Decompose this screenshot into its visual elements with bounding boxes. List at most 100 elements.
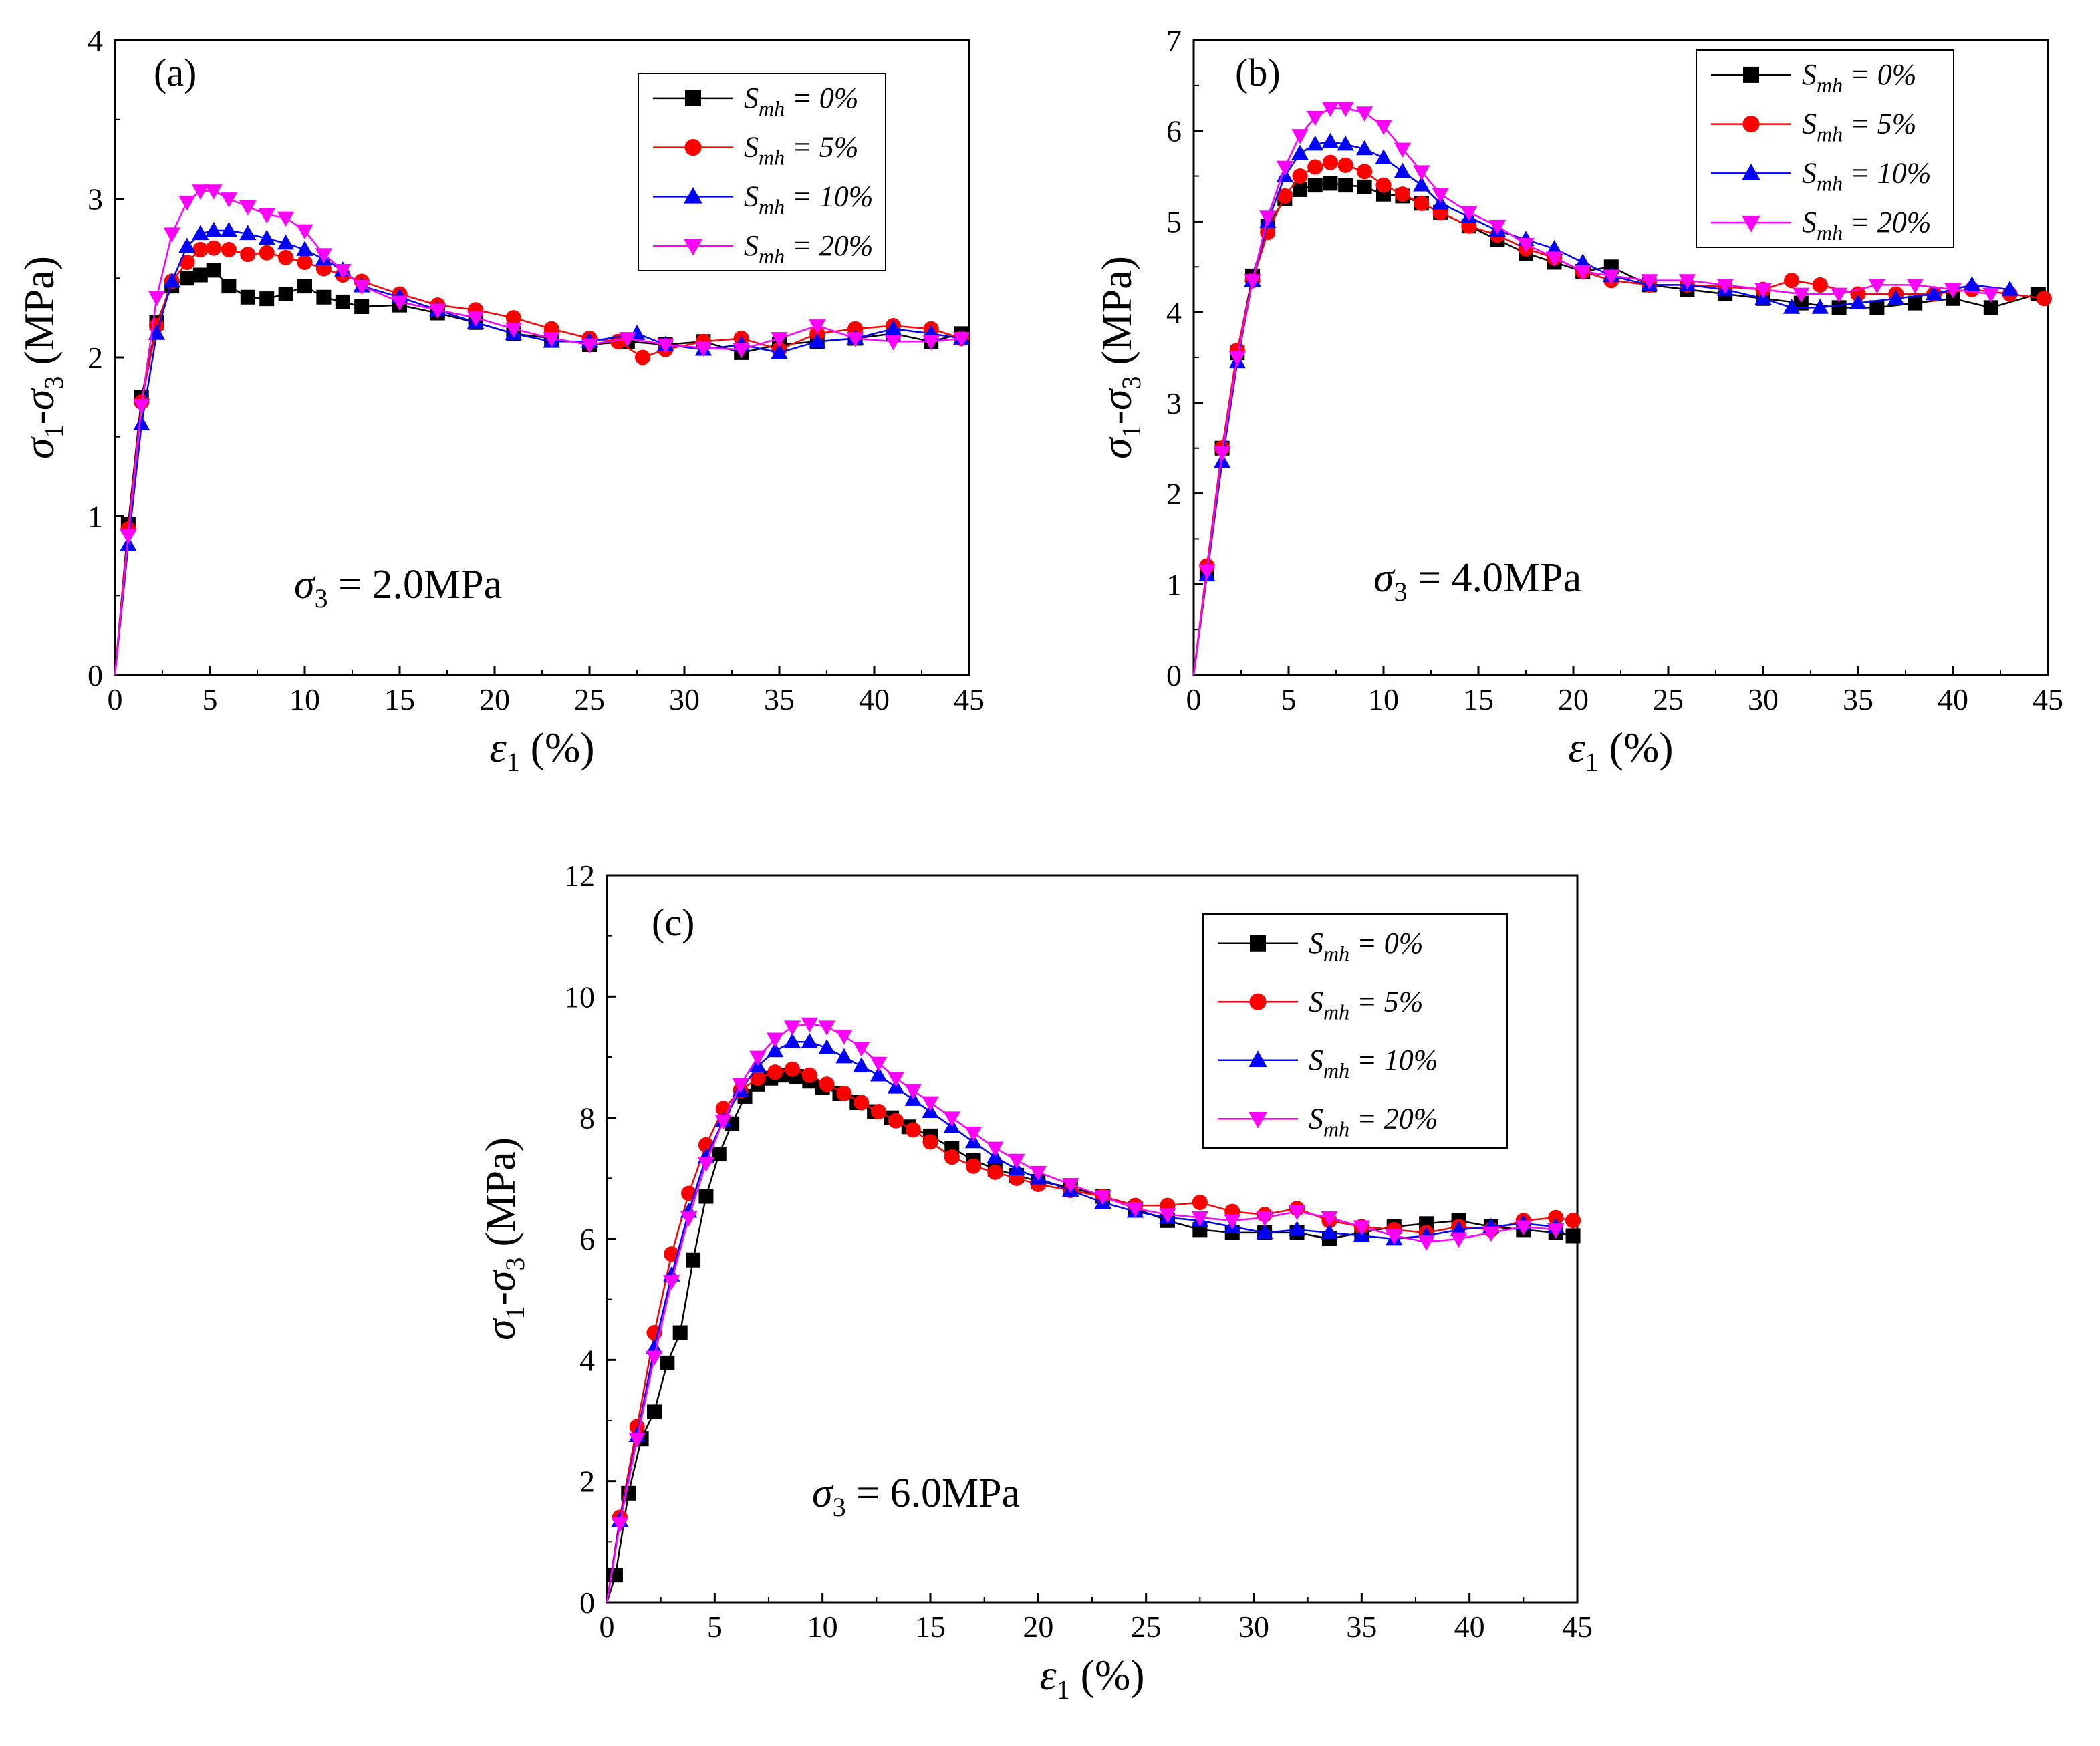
data-point — [1277, 188, 1293, 204]
x-tick-label: 5 — [1281, 682, 1297, 716]
data-point — [1830, 287, 1848, 303]
data-point — [353, 279, 370, 295]
data-point — [1323, 176, 1338, 191]
data-point — [801, 1067, 817, 1083]
data-point — [163, 227, 180, 243]
x-axis-title-symbol: ε — [489, 724, 507, 771]
x-tick-label: 45 — [2032, 682, 2063, 716]
data-point — [1545, 239, 1563, 255]
y-axis-title-subscript: 3 — [1116, 376, 1146, 390]
y-tick-label: 8 — [579, 1101, 595, 1135]
x-tick-label: 0 — [108, 682, 123, 716]
data-point — [1357, 164, 1373, 180]
annotation-value: = 2.0MPa — [328, 562, 503, 607]
data-point — [1353, 1220, 1370, 1236]
data-point — [1983, 300, 1998, 315]
data-point — [179, 271, 194, 286]
data-point — [505, 310, 521, 326]
annotation-subscript: 3 — [1394, 577, 1408, 607]
data-point — [206, 263, 221, 278]
legend-label-subscript: mh — [759, 244, 785, 268]
legend-label-value: = 10% — [785, 180, 873, 212]
y-tick-label: 5 — [1166, 204, 1182, 239]
panel-label: (b) — [1235, 51, 1281, 94]
data-point — [854, 1095, 870, 1111]
data-point — [1944, 283, 1962, 299]
data-point — [192, 184, 209, 200]
data-point — [884, 335, 902, 351]
data-point — [1413, 165, 1430, 180]
data-point — [888, 1113, 904, 1129]
legend-label: Smh = 5% — [744, 131, 858, 170]
legend-label-subscript: mh — [1817, 221, 1843, 245]
data-point — [1811, 299, 1829, 314]
x-tick-label: 30 — [1238, 1610, 1269, 1644]
x-axis-title-subscript: 1 — [1585, 747, 1599, 777]
panel-label: (c) — [652, 901, 694, 944]
data-point — [922, 335, 940, 351]
y-axis-title-unit: (MPa) — [1093, 256, 1140, 376]
x-tick-label: 35 — [1346, 1610, 1377, 1644]
y-axis-title-symbol: σ — [1093, 388, 1140, 410]
series-smh-20- — [114, 184, 970, 676]
legend-label-var: S — [1802, 156, 1817, 189]
legend-label-subscript: mh — [1323, 941, 1349, 966]
legend-marker — [685, 90, 701, 106]
y-tick-label: 4 — [88, 23, 103, 57]
legend-marker — [1249, 1050, 1267, 1067]
legend-label: Smh = 10% — [1309, 1044, 1438, 1082]
data-point — [987, 1164, 1003, 1180]
x-axis-title-unit: (%) — [520, 724, 595, 771]
x-axis-title: ε1 (%) — [489, 724, 594, 777]
legend-marker — [1249, 1112, 1267, 1129]
data-point — [1716, 279, 1734, 294]
legend-label-value: = 20% — [1843, 206, 1931, 239]
data-point — [1394, 162, 1412, 178]
data-point — [206, 240, 222, 256]
data-point — [297, 279, 312, 294]
y-tick-label: 0 — [579, 1586, 595, 1620]
data-point — [1288, 1205, 1306, 1221]
legend-label: Smh = 0% — [1309, 927, 1423, 966]
y-tick-label: 6 — [579, 1222, 595, 1256]
data-point — [884, 320, 902, 335]
data-point — [1482, 1226, 1500, 1242]
data-point — [853, 1057, 870, 1072]
x-tick-label: 10 — [289, 682, 320, 716]
data-point — [1565, 1213, 1581, 1229]
data-point — [1640, 274, 1658, 289]
data-point — [1574, 265, 1591, 281]
data-point — [1450, 1221, 1468, 1236]
data-point — [1887, 289, 1905, 305]
data-point — [1126, 1202, 1144, 1217]
legend-label-value: = 5% — [1843, 108, 1916, 140]
data-point — [809, 319, 826, 335]
data-point — [1394, 186, 1410, 202]
data-point — [1545, 251, 1563, 267]
data-point — [1754, 283, 1772, 299]
legend-label-value: = 20% — [1349, 1102, 1438, 1135]
data-point — [1946, 291, 1960, 306]
data-point — [944, 1149, 960, 1165]
data-point — [1321, 132, 1339, 148]
y-tick-label: 0 — [1166, 658, 1182, 692]
data-point — [1357, 179, 1372, 194]
data-point — [1394, 142, 1412, 158]
y-tick-label: 2 — [88, 341, 103, 375]
legend-label-subscript: mh — [759, 194, 785, 219]
y-tick-label: 2 — [1166, 477, 1182, 511]
y-tick-label: 4 — [579, 1343, 595, 1377]
data-point — [220, 221, 238, 237]
data-point — [221, 241, 237, 258]
x-tick-label: 45 — [1562, 1610, 1593, 1644]
x-tick-label: 40 — [1938, 682, 1968, 716]
data-point — [505, 322, 523, 338]
annotation-subscript: 3 — [315, 583, 328, 613]
data-point — [1338, 178, 1353, 193]
x-tick-label: 5 — [707, 1610, 723, 1644]
data-point — [1982, 287, 2000, 303]
data-point — [732, 1078, 749, 1093]
